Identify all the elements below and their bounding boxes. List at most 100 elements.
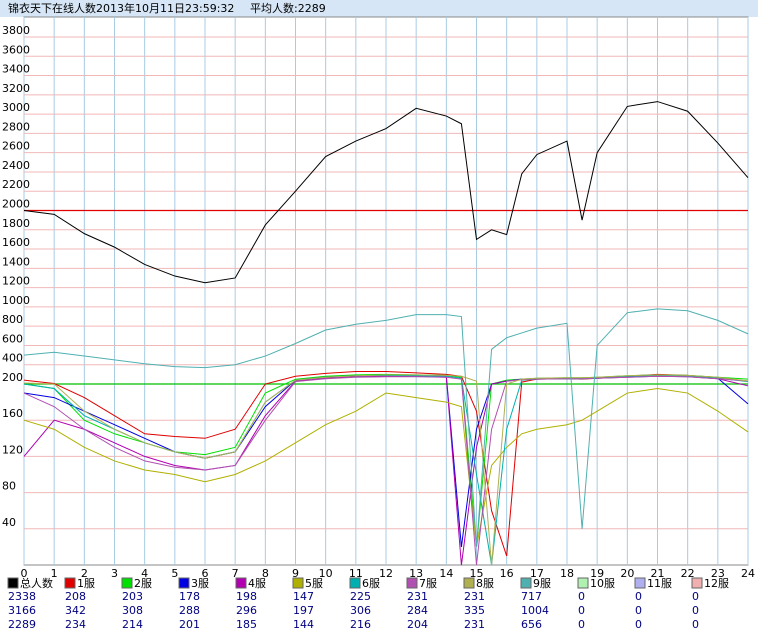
legend-swatch [178, 577, 190, 589]
legend-stat: 0 [635, 618, 642, 631]
legend-stat: 178 [179, 590, 200, 603]
series-line [23, 388, 749, 547]
legend-label: 10服 [590, 577, 615, 590]
legend-stat: 284 [407, 604, 428, 617]
x-tick-label: 22 [681, 567, 695, 580]
legend-label: 5服 [305, 577, 323, 590]
y-tick-label: 3200 [2, 82, 30, 95]
x-tick-label: 18 [560, 567, 574, 580]
y-tick-label: 3800 [2, 24, 30, 37]
legend-stat: 214 [122, 618, 143, 631]
legend-stat: 308 [122, 604, 143, 617]
legend-stat: 0 [692, 618, 699, 631]
legend-swatch [691, 577, 703, 589]
legend-label: 12服 [704, 577, 729, 590]
legend-stat: 3166 [8, 604, 36, 617]
y-tick-label: 1200 [2, 275, 30, 288]
legend-swatch [235, 577, 247, 589]
x-tick-label: 11 [349, 567, 363, 580]
x-tick-label: 24 [741, 567, 755, 580]
y-tick-label: 200 [2, 371, 23, 384]
legend-stat: 0 [635, 590, 642, 603]
x-tick-label: 4 [141, 567, 148, 580]
y-tick-label: 2400 [2, 159, 30, 172]
chart-subtitle: 平均人数:2289 [250, 2, 326, 15]
y-tick-label: 1000 [2, 294, 30, 307]
x-tick-label: 8 [262, 567, 269, 580]
y-tick-label: 160 [2, 407, 23, 420]
legend-label: 8服 [476, 577, 494, 590]
x-tick-label: 2 [81, 567, 88, 580]
y-tick-label: 1400 [2, 255, 30, 268]
legend-swatch [7, 577, 19, 589]
legend-stat: 0 [692, 604, 699, 617]
legend-stat: 0 [578, 604, 585, 617]
x-tick-label: 17 [530, 567, 544, 580]
legend-stat: 216 [350, 618, 371, 631]
legend-stat: 204 [407, 618, 428, 631]
legend-swatch [406, 577, 418, 589]
y-tick-label: 80 [2, 480, 16, 493]
legend-stat: 208 [65, 590, 86, 603]
x-tick-label: 21 [651, 567, 665, 580]
legend-label: 2服 [134, 577, 152, 590]
x-tick-label: 14 [439, 567, 453, 580]
y-tick-label: 600 [2, 332, 23, 345]
legend-stat: 2289 [8, 618, 36, 631]
chart-title: 锦衣天下在线人数2013年10月11日23:59:32 [8, 1, 234, 15]
legend-stat: 225 [350, 590, 371, 603]
legend-stat: 144 [293, 618, 314, 631]
y-tick-label: 800 [2, 313, 23, 326]
legend-swatch [520, 577, 532, 589]
y-tick-label: 3400 [2, 63, 30, 76]
x-tick-label: 3 [111, 567, 118, 580]
y-tick-label: 2600 [2, 140, 30, 153]
title-bar [0, 0, 758, 17]
legend-stat: 335 [464, 604, 485, 617]
legend-label: 11服 [647, 577, 672, 590]
legend-swatch [349, 577, 361, 589]
x-tick-label: 10 [319, 567, 333, 580]
legend-label: 1服 [77, 577, 95, 590]
legend-stat: 185 [236, 618, 257, 631]
y-tick-label: 3600 [2, 43, 30, 56]
x-tick-label: 1 [51, 567, 58, 580]
legend-stat: 306 [350, 604, 371, 617]
legend-label: 9服 [533, 577, 551, 590]
legend-label: 6服 [362, 577, 380, 590]
legend-stat: 231 [464, 590, 485, 603]
legend-stat: 203 [122, 590, 143, 603]
x-tick-label: 15 [470, 567, 484, 580]
legend-swatch [121, 577, 133, 589]
legend-stat: 197 [293, 604, 314, 617]
legend-swatch [64, 577, 76, 589]
y-tick-label: 2000 [2, 198, 30, 211]
x-tick-label: 20 [620, 567, 634, 580]
legend-stat: 1004 [521, 604, 549, 617]
legend-swatch [634, 577, 646, 589]
series-line [23, 101, 749, 284]
legend-swatch [292, 577, 304, 589]
x-tick-label: 19 [590, 567, 604, 580]
legend-stat: 296 [236, 604, 257, 617]
x-tick-label: 23 [711, 567, 725, 580]
legend-stat: 201 [179, 618, 200, 631]
x-tick-label: 7 [232, 567, 239, 580]
legend-stat: 0 [692, 590, 699, 603]
series-line [23, 308, 749, 547]
x-tick-label: 6 [202, 567, 209, 580]
legend-stat: 288 [179, 604, 200, 617]
legend-swatch [577, 577, 589, 589]
legend-label: 3服 [191, 577, 209, 590]
legend-stat: 0 [578, 590, 585, 603]
legend-stat: 231 [407, 590, 428, 603]
legend-label: 7服 [419, 577, 437, 590]
legend-stat: 198 [236, 590, 257, 603]
x-tick-label: 9 [292, 567, 299, 580]
x-tick-label: 0 [21, 567, 28, 580]
legend-stat: 717 [521, 590, 542, 603]
x-tick-label: 16 [500, 567, 514, 580]
series-line [23, 375, 749, 566]
